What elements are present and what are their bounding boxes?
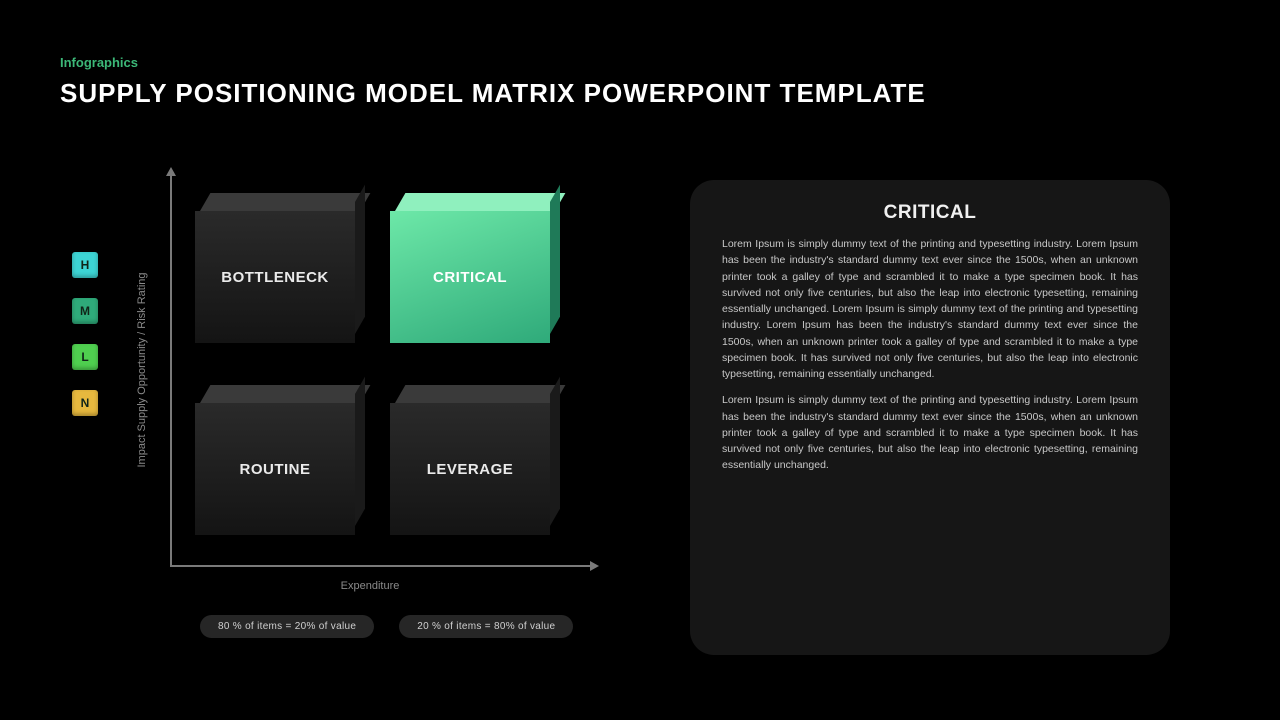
quadrant-side-face [550, 377, 560, 526]
panel-body: Lorem Ipsum is simply dummy text of the … [722, 236, 1138, 474]
quadrant-label: BOTTLENECK [195, 211, 355, 343]
quadrant-top-face [200, 385, 370, 403]
quadrant-label: CRITICAL [390, 211, 550, 343]
panel-paragraph: Lorem Ipsum is simply dummy text of the … [722, 392, 1138, 473]
legend-badge-h: H [72, 252, 98, 278]
quadrant-bottleneck: BOTTLENECK [195, 193, 365, 343]
x-axis [170, 565, 590, 567]
y-axis [170, 175, 172, 565]
quadrant-top-face [395, 193, 565, 211]
quadrant-leverage: LEVERAGE [390, 385, 560, 535]
panel-paragraph: Lorem Ipsum is simply dummy text of the … [722, 236, 1138, 382]
page-title: SUPPLY POSITIONING MODEL MATRIX POWERPOI… [60, 78, 926, 109]
pill-20-80: 20 % of items = 80% of value [399, 615, 573, 638]
pill-80-20: 80 % of items = 20% of value [200, 615, 374, 638]
legend-badge-l: L [72, 344, 98, 370]
value-pills: 80 % of items = 20% of value 20 % of ite… [200, 615, 573, 638]
detail-panel: CRITICAL Lorem Ipsum is simply dummy tex… [690, 180, 1170, 655]
quadrant-routine: ROUTINE [195, 385, 365, 535]
x-axis-label: Expenditure [341, 580, 400, 592]
matrix-chart: Impact Supply Opportunity / Risk Rating … [170, 175, 610, 575]
y-axis-label: Impact Supply Opportunity / Risk Rating [136, 272, 148, 467]
quadrant-label: LEVERAGE [390, 403, 550, 535]
header: Infographics SUPPLY POSITIONING MODEL MA… [60, 55, 926, 109]
legend-badge-m: M [72, 298, 98, 324]
quadrant-side-face [550, 185, 560, 334]
quadrant-top-face [200, 193, 370, 211]
quadrant-top-face [395, 385, 565, 403]
quadrant-critical: CRITICAL [390, 193, 560, 343]
risk-legend: H M L N [72, 252, 98, 416]
x-axis-arrow-icon [590, 561, 599, 571]
category-label: Infographics [60, 55, 926, 70]
panel-title: CRITICAL [722, 202, 1138, 224]
y-axis-arrow-icon [166, 167, 176, 176]
legend-badge-n: N [72, 390, 98, 416]
quadrant-label: ROUTINE [195, 403, 355, 535]
quadrant-side-face [355, 185, 365, 334]
quadrant-side-face [355, 377, 365, 526]
